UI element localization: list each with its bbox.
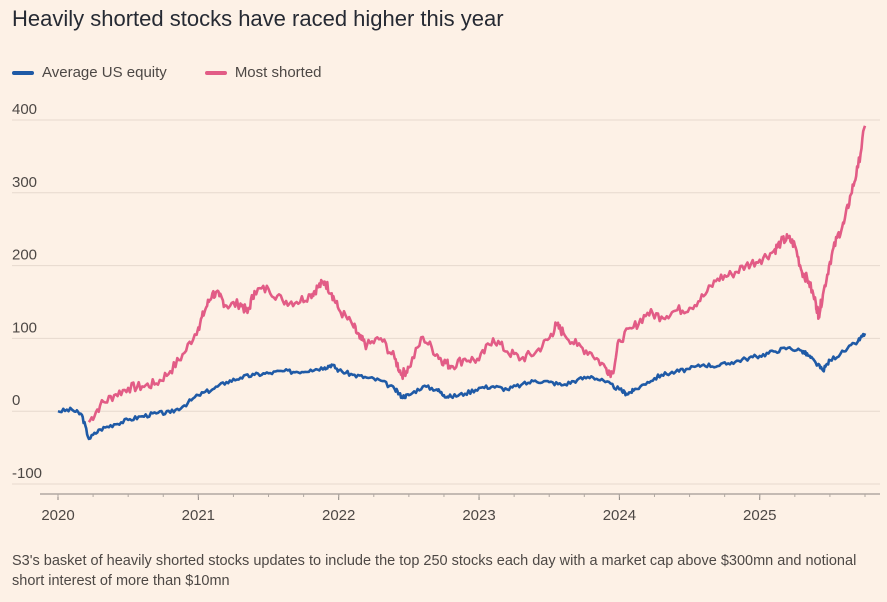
x-tick-label: 2025 [743, 507, 776, 524]
y-tick-label: -100 [12, 465, 42, 482]
legend-label-most-shorted: Most shorted [234, 64, 322, 81]
y-tick-label: 100 [12, 319, 37, 336]
legend-swatch-average-us-equity [12, 70, 34, 75]
x-tick-label: 2020 [41, 507, 74, 524]
legend-swatch-most-shorted [204, 70, 227, 75]
x-tick-label: 2022 [322, 507, 355, 524]
chart-legend: Average US equity Most shorted [12, 64, 360, 81]
y-tick-label: 400 [12, 101, 37, 118]
series-line-most-shorted [87, 125, 867, 423]
legend-item-average-us-equity: Average US equity [12, 64, 167, 81]
chart-footnote: S3's basket of heavily shorted stocks up… [12, 553, 857, 589]
y-tick-label: 200 [12, 247, 37, 264]
legend-item-most-shorted: Most shorted [204, 64, 322, 81]
chart-title: Heavily shorted stocks have raced higher… [12, 6, 504, 31]
legend-label-average-us-equity: Average US equity [42, 64, 167, 81]
y-tick-label: 0 [12, 392, 20, 409]
x-tick-label: 2021 [182, 507, 215, 524]
line-chart: -100 0 100 200 300 400 2020 2021 2022 2023 2024 202… [12, 101, 880, 524]
x-tick-label: 2023 [462, 507, 495, 524]
x-tick-label: 2024 [603, 507, 636, 524]
y-tick-label: 300 [12, 174, 37, 191]
series-line-average-us-equity [57, 332, 867, 441]
